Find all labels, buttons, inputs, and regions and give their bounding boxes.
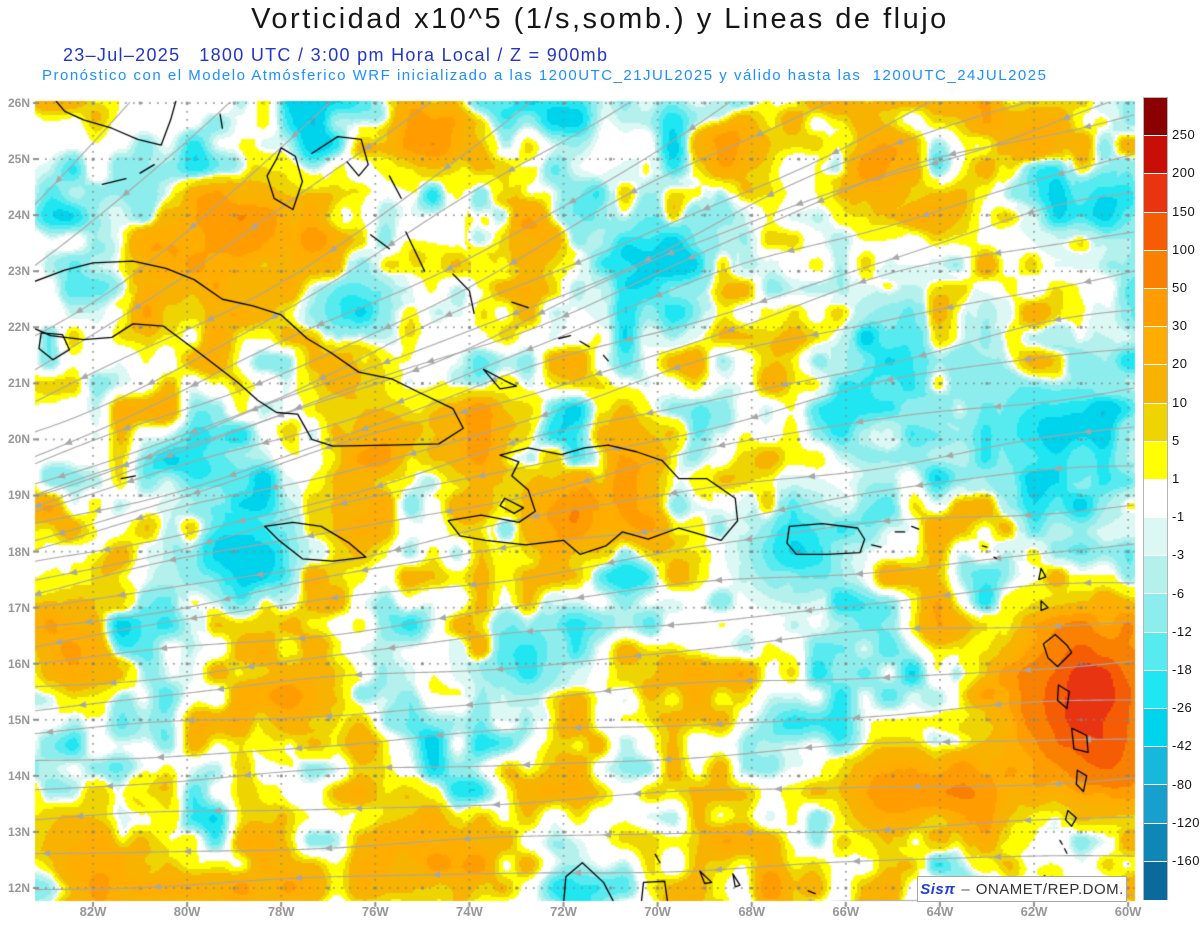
colorbar-segment <box>1144 747 1167 786</box>
colorbar-tick-label: 5 <box>1172 432 1180 448</box>
colorbar-tick-label: -18 <box>1172 662 1193 677</box>
lat-label: 14N <box>7 768 30 783</box>
colorbar-tick-label: 250 <box>1172 127 1196 143</box>
lon-label: 72W <box>550 904 577 919</box>
lon-label: 68W <box>738 904 766 919</box>
colorbar-tick-label: -80 <box>1172 776 1193 792</box>
colorbar-tick-label: -12 <box>1172 623 1193 639</box>
colorbar-segment <box>1144 174 1167 213</box>
colorbar-tick-label: -6 <box>1172 585 1185 601</box>
colorbar <box>1143 97 1168 900</box>
colorbar-tick-label: 50 <box>1172 280 1188 295</box>
lon-label: 76W <box>361 904 389 919</box>
forecast-model-line: Pronóstico con el Modelo Atmósferico WRF… <box>42 67 1048 84</box>
page-title: Vorticidad x10^5 (1/s,somb.) y Lineas de… <box>251 3 949 35</box>
colorbar-segment <box>1144 250 1167 289</box>
watermark-organization: ONAMET/REP.DOM. <box>975 880 1124 898</box>
lon-label: 78W <box>267 904 295 919</box>
colorbar-tick-label: 150 <box>1172 203 1196 219</box>
colorbar-tick-label: 100 <box>1172 241 1196 257</box>
lat-label: 17N <box>7 600 30 615</box>
lat-label: 21N <box>7 376 30 391</box>
colorbar-segment <box>1144 288 1167 328</box>
lon-label: 82W <box>79 904 107 919</box>
colorbar-tick-label: -26 <box>1172 700 1193 716</box>
lon-label: 64W <box>926 904 954 919</box>
lat-label: 26N <box>7 96 30 110</box>
colorbar-segment <box>1144 365 1167 404</box>
lon-label: 80W <box>173 904 201 919</box>
colorbar-tick-label: -160 <box>1172 853 1200 868</box>
colorbar-segment <box>1144 98 1167 137</box>
watermark-separator: – <box>961 880 970 898</box>
valid-time-line: 23–Jul–2025 1800 UTC / 3:00 pm Hora Loca… <box>63 45 609 65</box>
lat-label: 13N <box>7 824 30 839</box>
lat-label: 20N <box>7 432 30 447</box>
lon-label: 60W <box>1114 904 1142 919</box>
colorbar-tick-label: -120 <box>1172 814 1200 830</box>
colorbar-segment <box>1144 403 1167 442</box>
colorbar-segment <box>1144 670 1167 709</box>
colorbar-tick-label: 200 <box>1172 165 1196 181</box>
lon-label: 74W <box>456 904 483 919</box>
colorbar-tick-label: 20 <box>1172 356 1188 372</box>
colorbar-segment <box>1144 823 1167 862</box>
lon-label: 70W <box>644 904 671 919</box>
colorbar-tick-label: -1 <box>1172 509 1185 525</box>
colorbar-segment <box>1144 861 1167 900</box>
colorbar-tick-label: -42 <box>1172 738 1193 754</box>
colorbar-segment <box>1144 212 1167 251</box>
colorbar-segment <box>1144 136 1167 175</box>
lat-label: 15N <box>7 712 30 727</box>
lat-label: 23N <box>7 264 30 279</box>
watermark-box: Sisπ – ONAMET/REP.DOM. <box>917 876 1127 902</box>
colorbar-tick-label: -3 <box>1172 547 1185 563</box>
lat-label: 12N <box>7 880 30 895</box>
colorbar-segment <box>1144 518 1167 557</box>
lat-label: 19N <box>7 488 30 503</box>
lat-label: 18N <box>7 544 30 559</box>
lat-label: 25N <box>7 152 30 167</box>
colorbar-segment <box>1144 632 1167 671</box>
lon-label: 62W <box>1020 904 1048 919</box>
lat-label: 16N <box>7 656 30 671</box>
colorbar-tick-label: 1 <box>1172 471 1180 486</box>
colorbar-tick-label: 30 <box>1172 318 1188 334</box>
lat-label: 24N <box>7 208 30 223</box>
colorbar-tick-label: 10 <box>1172 394 1188 410</box>
colorbar-segment <box>1144 441 1167 480</box>
lat-label: 22N <box>7 320 30 335</box>
colorbar-segment <box>1144 479 1167 519</box>
lon-label: 66W <box>832 904 860 919</box>
colorbar-segment <box>1144 327 1167 366</box>
colorbar-segment <box>1144 709 1167 748</box>
colorbar-segment <box>1144 785 1167 824</box>
watermark-brand: Sisπ <box>920 880 956 898</box>
colorbar-segment <box>1144 556 1167 595</box>
colorbar-segment <box>1144 594 1167 633</box>
